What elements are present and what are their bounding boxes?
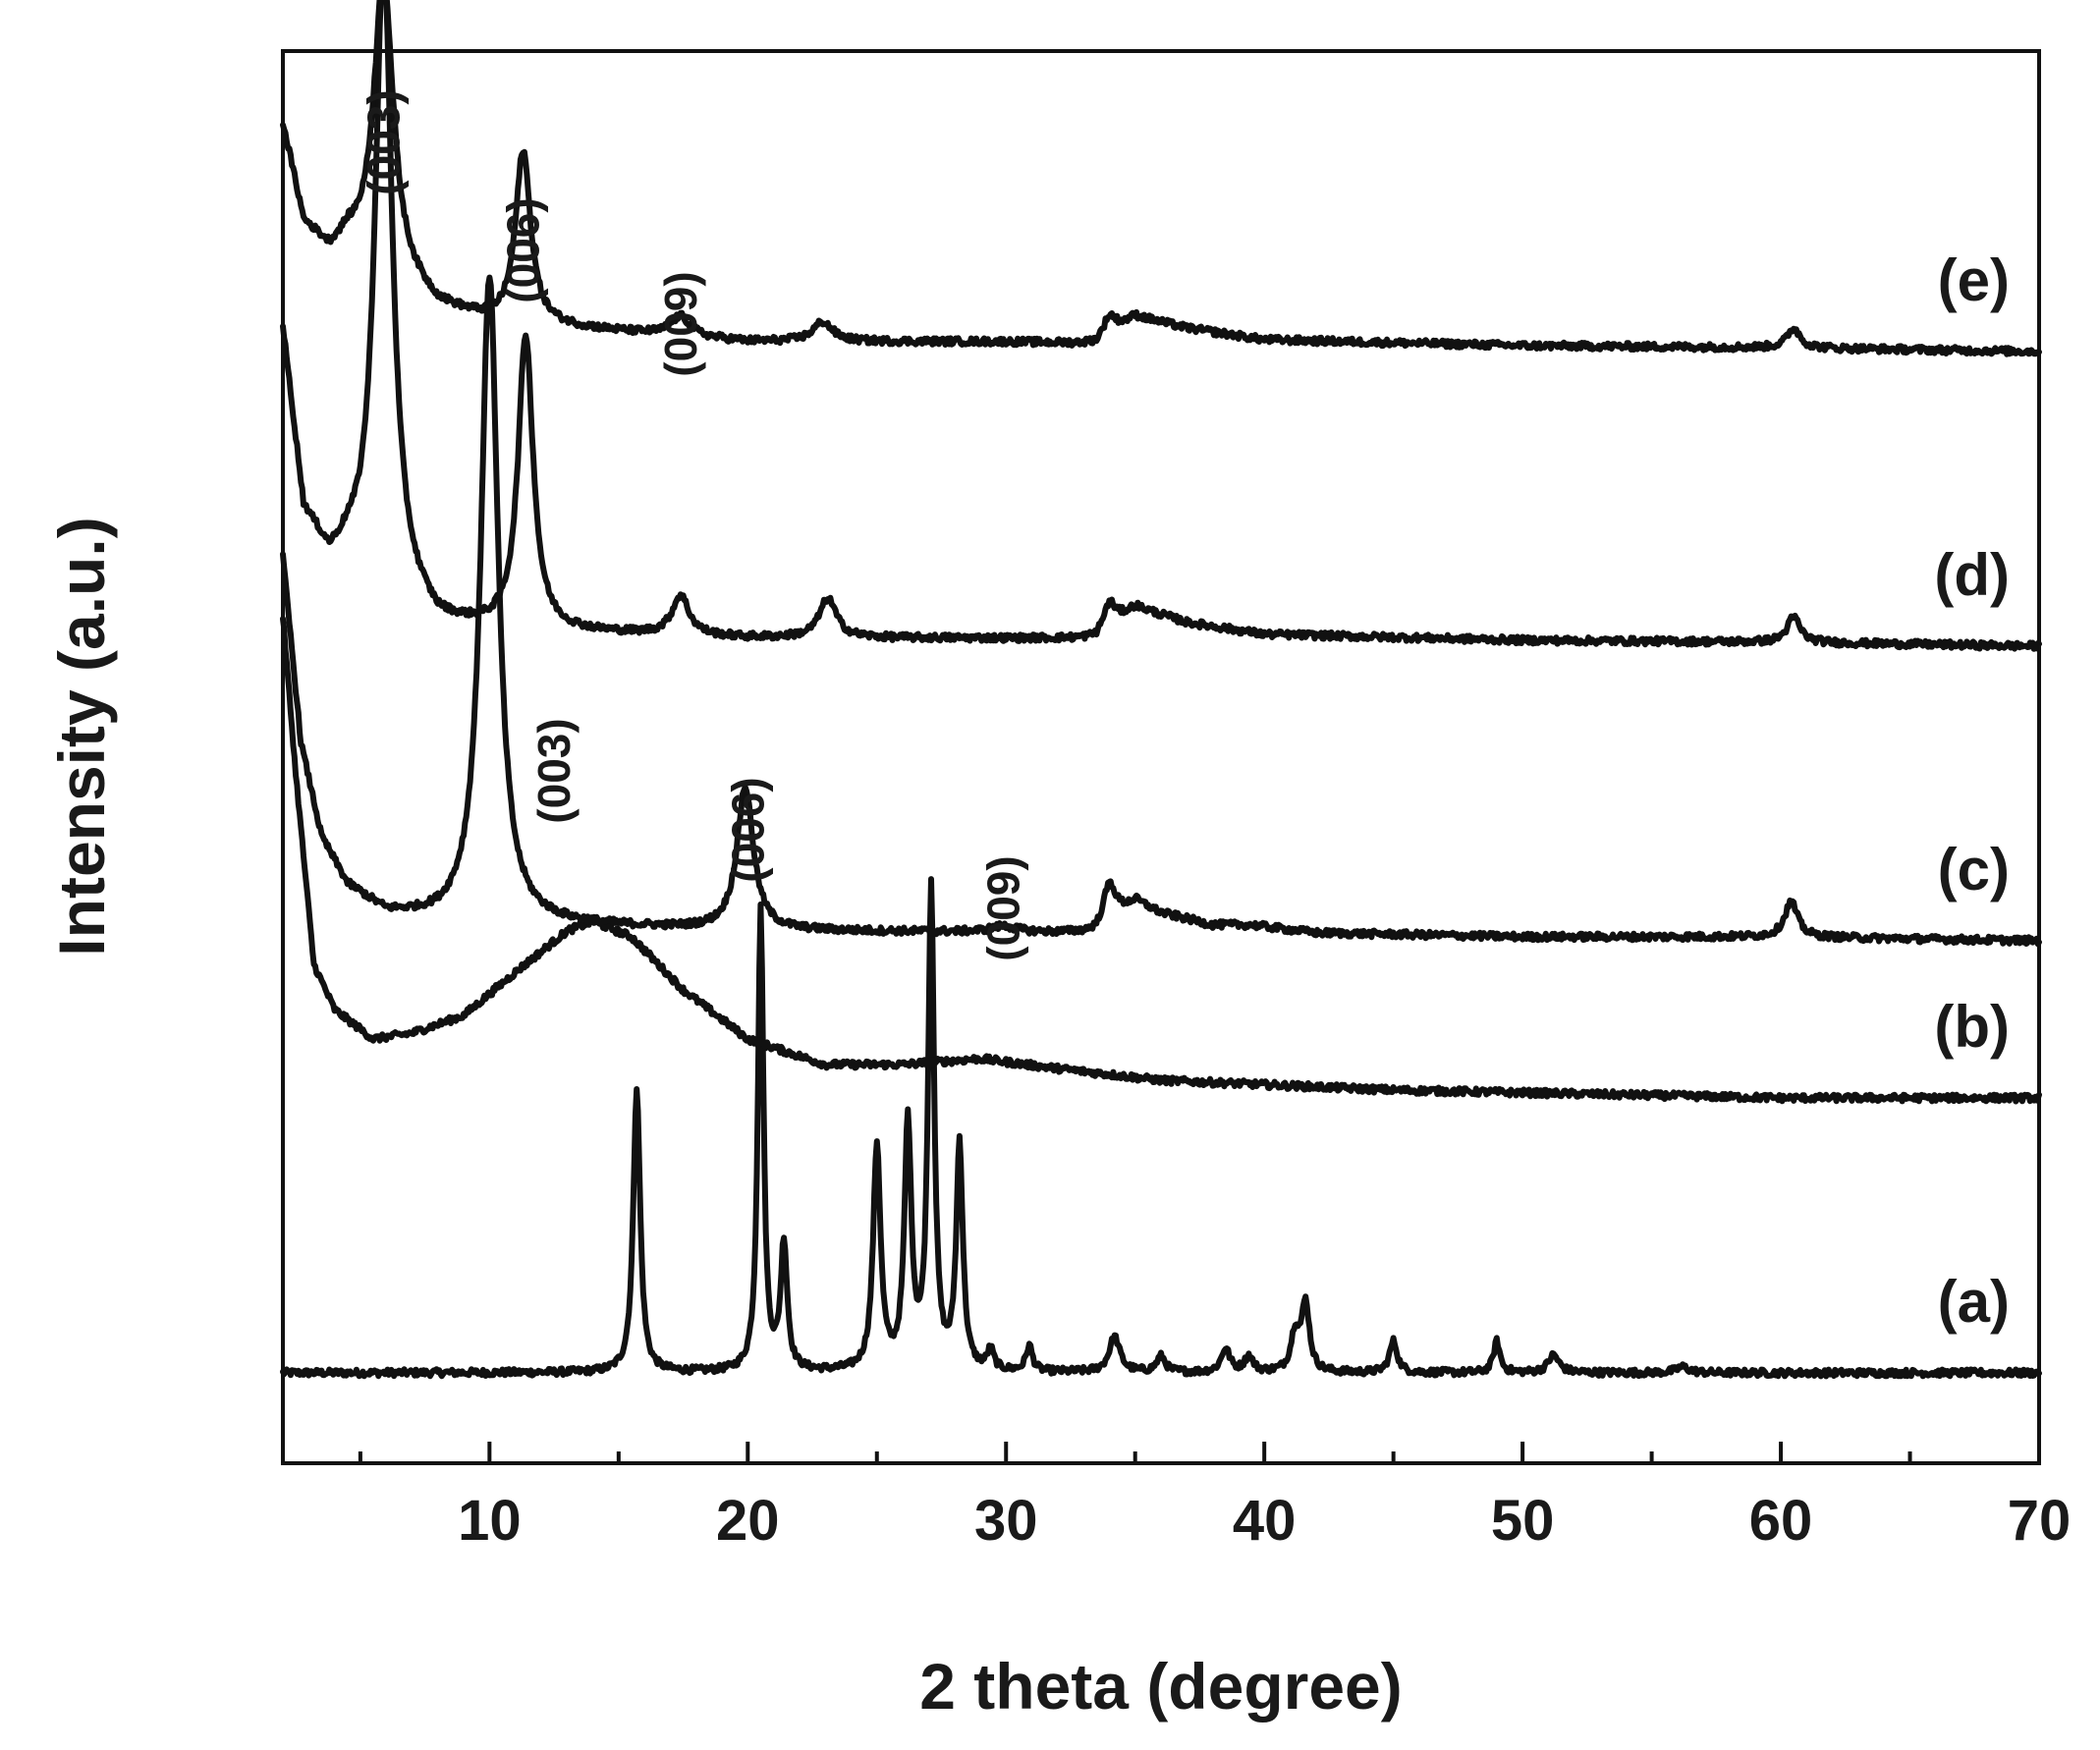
series-label-1: (b) <box>1934 994 2010 1060</box>
peak-annotation-3: (003) <box>528 718 580 823</box>
series-label-2: (c) <box>1938 837 2010 902</box>
series-label-4: (e) <box>1938 247 2010 313</box>
series-labels: (a) (b) (c) (d) (e) <box>1934 247 2010 1335</box>
x-tick-label-20: 20 <box>716 1489 780 1553</box>
series-label-3: (d) <box>1934 542 2010 608</box>
series-label-0: (a) <box>1938 1269 2010 1335</box>
peak-annotation-0: (003) <box>359 89 410 194</box>
peak-annotation-1: (006) <box>498 197 549 302</box>
peak-annotation-5: (009) <box>978 855 1029 960</box>
series-traces <box>280 0 2042 1380</box>
plot-frame <box>281 49 2041 1465</box>
peak-labels: (003) (006) (009) (003) (006) (009) <box>359 89 1029 960</box>
trace-0 <box>280 876 2042 1380</box>
x-tick-label-10: 10 <box>458 1489 522 1553</box>
x-tick-label-70: 70 <box>2008 1489 2072 1553</box>
trace-1 <box>280 616 2042 1105</box>
x-tick-label-30: 30 <box>974 1489 1038 1553</box>
x-axis-ticks <box>358 1442 2041 1463</box>
x-axis-tick-labels: 10 20 30 40 50 60 70 <box>458 1489 2071 1553</box>
y-axis-title: Intensity (a.u.) <box>45 517 118 956</box>
x-axis-title: 2 theta (degree) <box>919 1650 1402 1723</box>
trace-3 <box>280 0 2042 652</box>
x-tick-label-60: 60 <box>1749 1489 1813 1553</box>
peak-annotation-4: (006) <box>722 777 773 882</box>
trace-4 <box>280 0 2042 357</box>
x-tick-label-40: 40 <box>1233 1489 1297 1553</box>
peak-annotation-2: (009) <box>655 271 706 376</box>
x-tick-label-50: 50 <box>1491 1489 1555 1553</box>
trace-2 <box>280 274 2042 948</box>
